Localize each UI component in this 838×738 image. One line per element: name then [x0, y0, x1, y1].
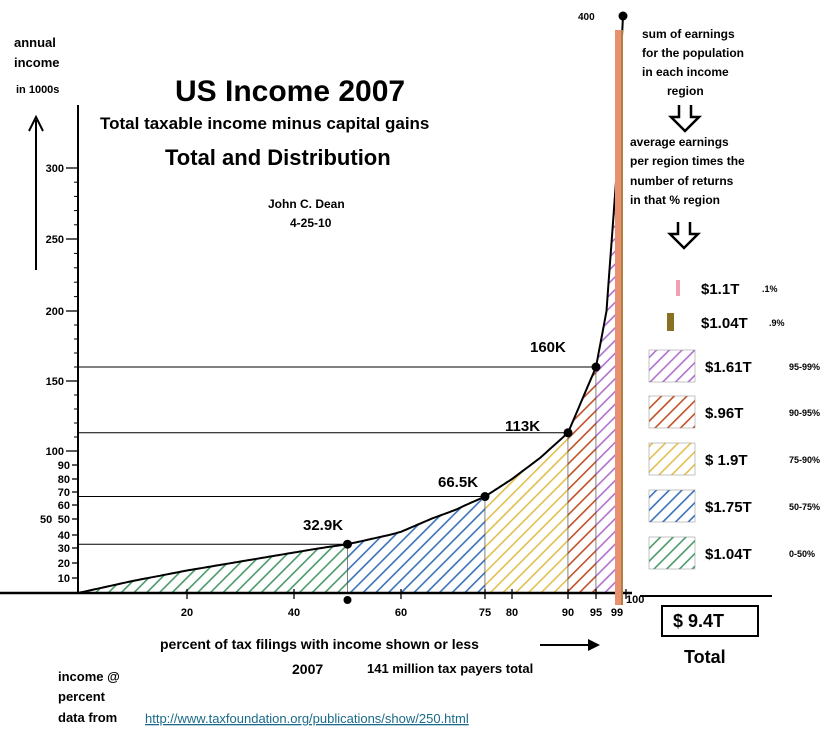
data-point-1 — [480, 492, 490, 502]
legend-range-3: 90-95% — [789, 408, 820, 418]
legend-range-4: 75-90% — [789, 455, 820, 465]
legend-total-6: $1.04T — [705, 546, 752, 563]
data-point-2 — [563, 428, 573, 438]
x-tick-label-99: 99 — [611, 607, 623, 619]
y-tick-label-20: 20 — [58, 558, 70, 570]
legend-range-6: 0-50% — [789, 549, 815, 559]
year-label: 2007 — [292, 661, 323, 677]
y-tick-label-300: 300 — [46, 163, 64, 175]
author-name: John C. Dean — [268, 197, 345, 211]
data-label-3: 160K — [530, 339, 566, 356]
total-value: $ 9.4T — [673, 611, 724, 631]
y-tick-label-100: 100 — [46, 446, 64, 458]
y-tick-label-90: 90 — [58, 460, 70, 472]
decorations — [615, 30, 759, 637]
top-percentile-band-edge — [621, 30, 623, 605]
legend-total-1: $1.04T — [701, 315, 748, 332]
down-arrow-icon-1 — [667, 105, 703, 133]
legend-range-2: 95-99% — [789, 362, 820, 372]
chart-subtitle: Total taxable income minus capital gains — [100, 114, 429, 133]
chart-title: US Income 2007 — [175, 75, 405, 108]
avg-note-line1: average earnings — [630, 135, 729, 149]
total-label: Total — [684, 647, 726, 667]
region-50-75- — [347, 496, 486, 594]
y-tick-label-400: 400 — [578, 12, 595, 23]
legend-swatch-2 — [648, 349, 696, 383]
avg-note-line3: number of returns — [630, 174, 734, 188]
legend-swatch-3 — [648, 395, 696, 429]
y-tick-label-10: 10 — [58, 573, 70, 585]
y-arrow-head-icon — [28, 114, 44, 132]
y-extra-label-50: 50 — [40, 514, 52, 526]
y-axis-label-line3: in 1000s — [16, 84, 59, 96]
data-points: 32.9K 66.5K 113K 160K — [303, 11, 628, 604]
guide-lines — [78, 366, 596, 545]
sum-note-line2: for the population — [642, 46, 744, 60]
top-percentile-band — [615, 30, 621, 605]
region-95-99- — [595, 167, 618, 594]
legend-range-1: .9% — [769, 318, 785, 328]
sum-note-line1: sum of earnings — [642, 27, 735, 41]
x-tick-label-20: 20 — [181, 607, 193, 619]
legend-total-2: $1.61T — [705, 359, 752, 376]
y-tick-label-250: 250 — [46, 234, 64, 246]
total-box — [661, 605, 759, 637]
axes: 1020304050607080901001502002503004005020… — [0, 12, 772, 651]
legend-swatch-6 — [648, 536, 696, 570]
data-point-0 — [343, 539, 352, 549]
region-0-50- — [77, 543, 348, 594]
data-point-3 — [591, 362, 601, 372]
source-line2: percent — [58, 689, 106, 704]
x-tick-label-80: 80 — [506, 607, 518, 619]
legend-swatch-5 — [648, 489, 696, 523]
x-arrow-head-icon — [588, 639, 600, 651]
data-label-0: 32.9K — [303, 517, 343, 534]
y-tick-label-200: 200 — [46, 306, 64, 318]
income-regions — [77, 28, 623, 594]
legend-total-0: $1.1T — [701, 281, 739, 298]
author-date: 4-25-10 — [290, 216, 332, 230]
sum-note-line4: region — [667, 84, 704, 98]
x-tick-label-95: 95 — [590, 607, 602, 619]
data-label-1: 66.5K — [438, 474, 478, 491]
y-axis-label-line2: income — [14, 55, 60, 70]
y-tick-label-80: 80 — [58, 474, 70, 486]
data-point-4 — [618, 11, 628, 21]
x-tick-label-60: 60 — [395, 607, 407, 619]
legend-total-5: $1.75T — [705, 499, 752, 516]
axis-dot-50 — [343, 596, 352, 604]
y-tick-label-50: 50 — [58, 514, 70, 526]
legend-swatch-4 — [648, 442, 696, 476]
x-tick-label-40: 40 — [288, 607, 300, 619]
x-tick-label-75: 75 — [479, 607, 491, 619]
y-tick-label-150: 150 — [46, 376, 64, 388]
x-tick-label-100: 100 — [626, 594, 644, 606]
legend-total-3: $.96T — [705, 405, 743, 422]
avg-note-line2: per region times the — [630, 154, 745, 168]
data-label-2: 113K — [505, 418, 540, 435]
source-line3: data from — [58, 710, 117, 725]
avg-note-line4: in that % region — [630, 193, 720, 207]
x-tick-label-90: 90 — [562, 607, 574, 619]
down-arrow-icon-2 — [666, 222, 702, 250]
source-link[interactable]: http://www.taxfoundation.org/publication… — [145, 711, 469, 726]
legend-range-0: .1% — [762, 284, 778, 294]
chart-subtitle-2: Total and Distribution — [165, 145, 391, 170]
y-tick-label-60: 60 — [58, 500, 70, 512]
source-line1: income @ — [58, 669, 120, 684]
y-tick-label-70: 70 — [58, 487, 70, 499]
legend-swatch-0 — [676, 280, 680, 296]
sum-note-line3: in each income — [642, 65, 729, 79]
y-tick-label-30: 30 — [58, 543, 70, 555]
region-75-90- — [484, 432, 569, 594]
x-axis-label: percent of tax filings with income shown… — [160, 636, 479, 652]
legend-total-4: $ 1.9T — [705, 452, 748, 469]
legend-swatch-1 — [667, 313, 674, 331]
y-axis-label-line1: annual — [14, 35, 56, 50]
legend-range-5: 50-75% — [789, 502, 820, 512]
population-note: 141 million tax payers total — [367, 661, 533, 676]
legend: $1.1T .1% $1.04T .9% $1.61T 95-99% $.96T 90-95%… — [648, 280, 820, 570]
y-tick-label-40: 40 — [58, 530, 70, 542]
